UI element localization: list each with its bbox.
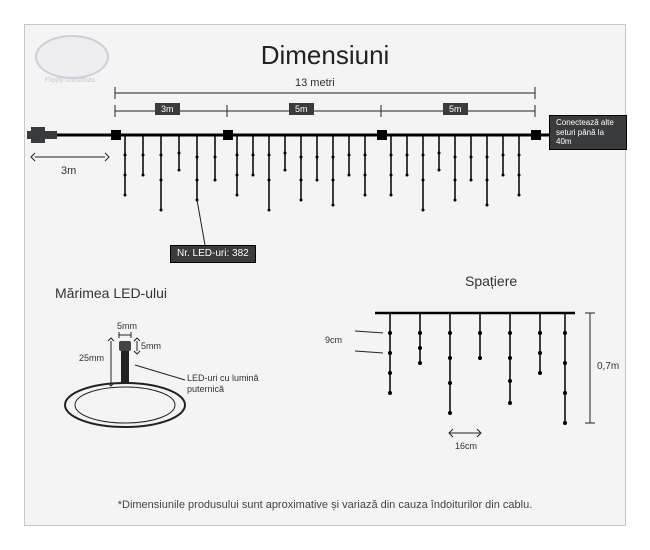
- total-length-label: 13 metri: [295, 77, 335, 89]
- canvas: Flippy christmas Dimensiuni: [0, 0, 650, 550]
- h-step-label: 16cm: [455, 441, 477, 451]
- connect-label: Conectează alte seturi până la 40m: [549, 115, 627, 150]
- drop-label: 0,7m: [597, 361, 619, 372]
- v-step-label: 9cm: [325, 335, 342, 345]
- led-total-height-label: 25mm: [79, 353, 104, 363]
- top-diagram: [25, 75, 625, 285]
- led-width-label: 5mm: [117, 321, 137, 331]
- led-count-label: Nr. LED-uri: 382: [170, 245, 256, 263]
- segment-label-2: 5m: [443, 103, 468, 115]
- segment-label-1: 5m: [289, 103, 314, 115]
- segment-label-0: 3m: [155, 103, 180, 115]
- led-note: LED-uri cu lumină puternică: [187, 373, 267, 395]
- footnote: *Dimensiunile produsului sunt aproximati…: [118, 499, 533, 511]
- page-title: Dimensiuni: [261, 40, 390, 71]
- led-size-title: Mărimea LED-ului: [55, 285, 167, 301]
- diagram-panel: Flippy christmas Dimensiuni: [24, 24, 626, 526]
- led-height-label: 5mm: [141, 341, 161, 351]
- spacing-title: Spațiere: [465, 273, 517, 289]
- lead-cable-label: 3m: [61, 165, 76, 177]
